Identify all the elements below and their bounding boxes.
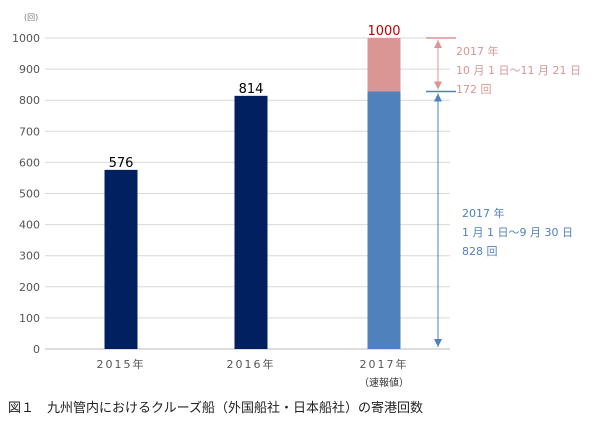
arrow-head-up-icon — [434, 40, 442, 48]
data-label: 1000 — [367, 24, 400, 39]
annotation-text: 10 月 1 日〜11 月 21 日 — [456, 64, 581, 77]
data-label: 576 — [109, 156, 134, 171]
y-tick-label: 400 — [19, 219, 40, 232]
y-tick-label: 500 — [19, 188, 40, 201]
annotation-text: 2017 年 — [456, 44, 499, 58]
bar-segment-1月1日〜9月30日 — [367, 91, 401, 349]
annotation-text: 2017 年 — [462, 206, 505, 220]
x-tick-label: 2016年 — [227, 357, 276, 371]
y-tick-label: 200 — [19, 281, 40, 294]
x-tick-sublabel: （速報値） — [359, 376, 409, 389]
annotation-text: 172 回 — [456, 83, 492, 96]
y-tick-label: 600 — [19, 156, 40, 169]
y-tick-label: 100 — [19, 312, 40, 325]
bar-2016年 — [234, 95, 268, 349]
x-tick-label: 2017年 — [360, 357, 409, 371]
arrow-head-up-icon — [434, 93, 442, 102]
arrow-head-down-icon — [434, 339, 442, 347]
y-tick-label: 300 — [19, 250, 40, 263]
arrow-head-down-icon — [434, 81, 442, 90]
y-tick-label: 700 — [19, 125, 40, 138]
annotation-text: 828 回 — [462, 245, 498, 258]
y-unit-label: (回) — [24, 13, 38, 22]
data-label: 814 — [239, 82, 264, 97]
y-tick-label: 1000 — [12, 32, 40, 45]
x-tick-label: 2015年 — [97, 357, 146, 371]
figure-caption: 図１ 九州管内におけるクルーズ船（外国船社・日本船社）の寄港回数 — [8, 401, 423, 416]
bar-2015年 — [104, 169, 138, 349]
y-tick-label: 0 — [33, 343, 40, 356]
bar-segment-10月1日〜11月21日 — [367, 38, 401, 92]
annotation-text: 1 月 1 日〜9 月 30 日 — [462, 226, 573, 239]
y-tick-label: 800 — [19, 94, 40, 107]
y-tick-label: 900 — [19, 63, 40, 76]
